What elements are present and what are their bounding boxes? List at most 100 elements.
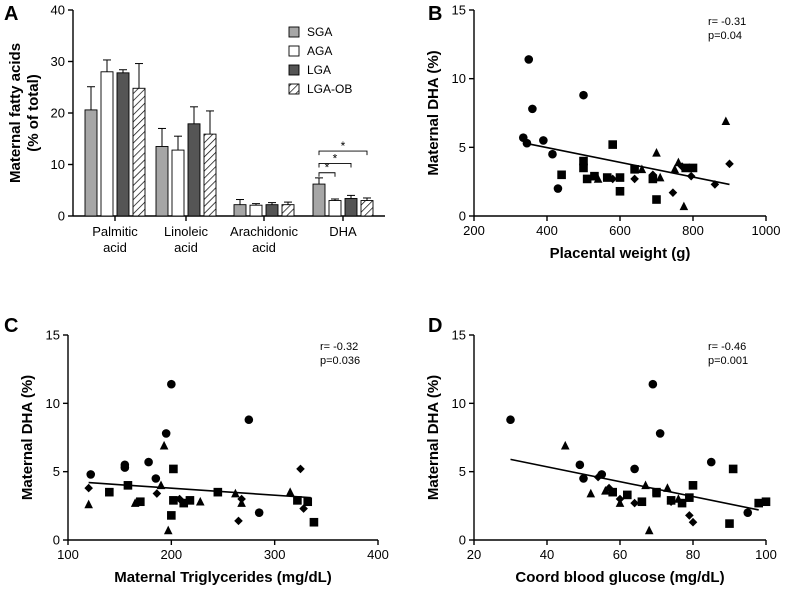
bar-palmitic-acid-aga [100, 71, 114, 217]
panel-c-point-diamond [152, 489, 162, 498]
significance-star: * [325, 161, 330, 175]
panel-label-b: B [428, 3, 442, 25]
panel-c-point-circle [86, 470, 96, 479]
panel-c-point-triangle [159, 440, 169, 450]
panel-c-point-square [105, 487, 114, 497]
x-category-label-line1: Palmitic [92, 224, 138, 239]
panel-b-point-diamond [677, 162, 687, 171]
panel-c-point-circle [254, 508, 264, 517]
panel-c-point-circle [144, 457, 153, 467]
panel-d-x-tick-label: 60 [613, 547, 627, 562]
panel-d-point-circle [630, 464, 639, 474]
panel-b-y-title: Maternal DHA (%) [425, 50, 442, 175]
bar-palmitic-acid-sga [84, 109, 98, 217]
legend-label-sga: SGA [307, 25, 332, 39]
panel-d-x-tick-label: 80 [686, 547, 700, 562]
panel-c-r-value: r= -0.32 [320, 341, 358, 353]
panel-a-y-title-line1: Maternal fatty acids [7, 43, 24, 183]
panel-b-point-square [557, 170, 566, 180]
legend-swatch-aga [288, 45, 300, 57]
panel-c-point-circle [244, 415, 254, 425]
bar-dha-lga-ob [360, 200, 374, 217]
significance-star: * [341, 139, 346, 153]
panel-b-y-tick-label: 5 [459, 140, 466, 155]
panel-d-point-triangle [644, 525, 654, 535]
panel-b-point-circle [528, 104, 537, 114]
panel-d-x-tick-label: 100 [755, 547, 777, 562]
panel-b-x-tick-label: 600 [609, 223, 631, 238]
panel-c-x-tick-label: 300 [264, 547, 286, 562]
panel-d-point-square [688, 481, 698, 490]
panel-b-point-square [582, 174, 592, 184]
panel-d-point-square [637, 497, 647, 507]
panel-d-point-square [728, 464, 738, 474]
chart-layer: 0 10 20 30 40 Maternal fatty acids (% of total… [7, 3, 780, 587]
panel-b-point-square [652, 195, 661, 204]
panel-c-point-triangle [163, 525, 173, 535]
panel-c-point-triangle [195, 496, 205, 506]
panel-d-point-circle [579, 474, 588, 483]
panel-c-point-square [169, 496, 178, 505]
panel-c-y-tick-label: 10 [46, 396, 60, 411]
panel-c-point-diamond [175, 494, 184, 504]
panel-d-point-triangle [601, 486, 610, 495]
panel-b-point-square [590, 171, 599, 181]
panel-b-point-circle [579, 90, 588, 100]
panel-d-y-title: Maternal DHA (%) [425, 375, 442, 500]
panel-label-c: C [4, 315, 18, 337]
panel-b-point-diamond [648, 170, 658, 180]
panel-d-x-title: Coord blood glucose (mg/dL) [515, 569, 724, 586]
panel-a-y-title-line2: (% of total) [25, 74, 42, 151]
panel-c-y-title: Maternal DHA (%) [19, 375, 36, 500]
panel-label-a: A [4, 3, 18, 25]
panel-b-regression-line [524, 142, 730, 186]
x-category-label-line2: acid [103, 240, 127, 255]
x-category-label: DHA [329, 224, 357, 239]
panel-d-point-triangle [586, 488, 596, 498]
panel-b-point-triangle [593, 174, 603, 183]
panel-d-y-tick-label: 0 [459, 533, 466, 548]
panel-b-point-triangle [721, 116, 731, 126]
panel-c-point-triangle [285, 487, 295, 496]
panel-b-point-diamond [668, 188, 678, 197]
legend-swatch-lga [288, 64, 300, 76]
panel-d-point-square [677, 498, 687, 508]
panel-a-y-tick-label: 0 [58, 209, 65, 224]
panel-b-point-diamond [608, 174, 617, 184]
panel-c-point-circle [161, 429, 171, 438]
panel-b-point-circle [548, 149, 557, 159]
panel-d-point-triangle [560, 440, 570, 450]
panel-b-point-circle [553, 184, 563, 193]
panel-c-point-diamond [299, 504, 308, 513]
bar-dha-aga [328, 200, 342, 217]
panel-b-point-square [602, 173, 612, 182]
panel-b-y-tick-label: 15 [452, 3, 466, 18]
panel-b-point-square [615, 186, 625, 196]
panel-b-point-square [608, 140, 617, 149]
panel-c-point-square [303, 497, 313, 507]
significance-bracket [318, 172, 336, 177]
bar-dha-lga [344, 198, 358, 217]
panel-d-x-tick-label: 40 [540, 547, 554, 562]
panel-b-x-tick-label: 200 [463, 223, 485, 238]
bar-palmitic-acid-lga-ob [132, 87, 146, 217]
panel-d-point-diamond [666, 497, 676, 507]
panel-b-y-tick-label: 0 [459, 209, 466, 224]
bar-linoleic-acid-lga [187, 123, 201, 217]
panel-c-point-square [169, 464, 178, 474]
panel-d-point-triangle [663, 483, 672, 492]
panel-b-x-tick-label: 400 [536, 223, 558, 238]
panel-d-point-triangle [674, 494, 683, 503]
panel-c-y-tick-label: 5 [53, 464, 60, 479]
x-category-label-line2: acid [252, 240, 276, 255]
bar-arachidonic-acid-sga [233, 204, 247, 217]
panel-d-point-square [623, 490, 632, 500]
bar-arachidonic-acid-aga [249, 204, 263, 217]
panel-d-point-triangle [652, 488, 661, 498]
panel-c-point-square [213, 487, 223, 497]
panel-c-point-square [309, 517, 319, 527]
panel-c-point-circle [167, 379, 176, 389]
panel-b-x-title: Placental weight (g) [550, 245, 691, 262]
panel-c-point-diamond [84, 483, 93, 493]
panel-c-y-tick-label: 15 [46, 328, 60, 343]
